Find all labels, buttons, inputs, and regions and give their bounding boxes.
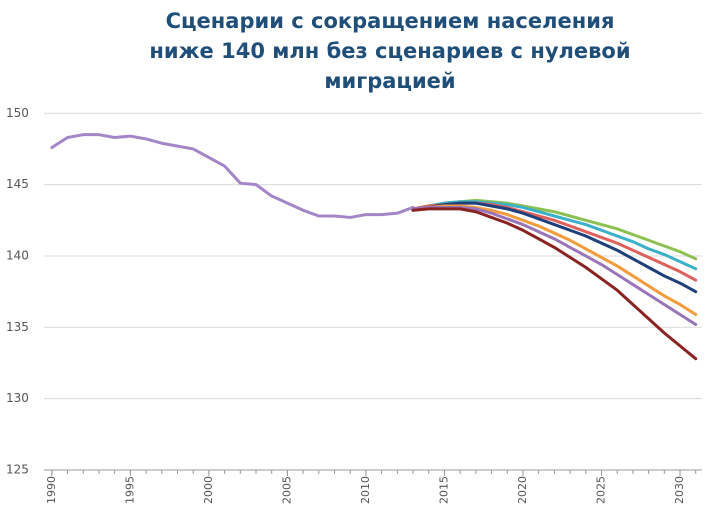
- chart-title: ниже 140 млн без сценариев с нулевой: [149, 39, 630, 63]
- x-tick-label: 2000: [202, 476, 215, 504]
- x-tick-label: 2005: [280, 476, 293, 504]
- x-tick-label: 1990: [45, 476, 58, 504]
- x-tick-label: 1995: [123, 476, 136, 504]
- x-tick-label: 2025: [594, 476, 607, 504]
- series-line: [411, 207, 698, 361]
- x-tick-label: 2030: [673, 476, 686, 504]
- x-tick-label: 2010: [359, 476, 372, 504]
- y-tick-label: 130: [6, 391, 29, 405]
- y-tick-label: 145: [6, 177, 29, 191]
- series-line: [50, 133, 415, 219]
- y-tick-label: 140: [6, 248, 29, 262]
- chart-title: Сценарии с сокращением населения: [166, 9, 615, 33]
- x-tick-label: 2015: [437, 476, 450, 504]
- series-line: [411, 201, 698, 294]
- y-tick-label: 150: [6, 106, 29, 120]
- x-tick-label: 2020: [516, 476, 529, 504]
- chart-title: миграцией: [324, 69, 455, 93]
- y-tick-label: 135: [6, 320, 29, 334]
- y-tick-label: 125: [6, 463, 29, 477]
